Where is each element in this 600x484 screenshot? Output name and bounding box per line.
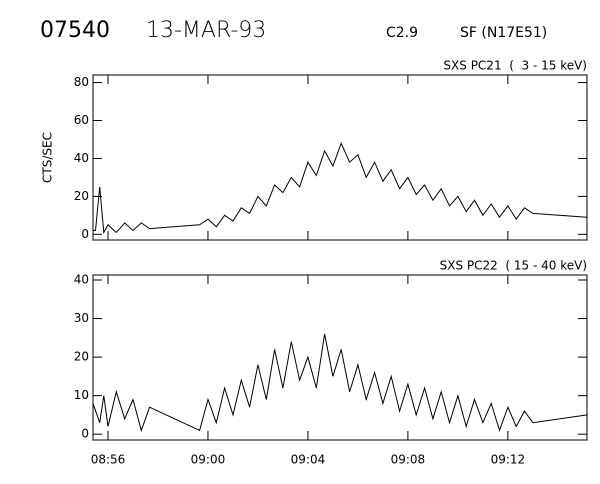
- plot-frame: [92, 74, 588, 241]
- y-tick-label: 20: [74, 350, 89, 364]
- y-tick-label: 30: [74, 311, 89, 325]
- x-tick-label: 09:04: [291, 453, 326, 467]
- y-tick-label: 20: [74, 189, 89, 203]
- flare-class: C2.9: [386, 25, 418, 41]
- panel-title: SXS PC21 ( 3 - 15 keV): [443, 59, 587, 73]
- x-tick-label: 09:00: [191, 453, 226, 467]
- data-line: [93, 141, 588, 235]
- x-tick-label: 09:12: [491, 453, 526, 467]
- flare-location: SF (N17E51): [460, 25, 547, 41]
- panel-title: SXS PC22 ( 15 - 40 keV): [440, 259, 587, 273]
- observation-date: 13-MAR-93: [146, 18, 266, 43]
- y-tick-label: 40: [74, 151, 89, 165]
- data-line: [92, 333, 588, 433]
- observation-id: 07540: [40, 18, 110, 43]
- y-tick-label: 40: [74, 273, 89, 287]
- y-tick-label: 10: [74, 388, 89, 402]
- x-tick-label: 08:56: [91, 453, 126, 467]
- y-tick-label: 60: [74, 113, 89, 127]
- y-tick-label: 80: [74, 75, 89, 89]
- y-axis-label: CTS/SEC: [41, 132, 55, 183]
- y-tick-label: 0: [81, 227, 89, 241]
- x-tick-label: 09:08: [391, 453, 426, 467]
- y-tick-label: 0: [81, 427, 89, 441]
